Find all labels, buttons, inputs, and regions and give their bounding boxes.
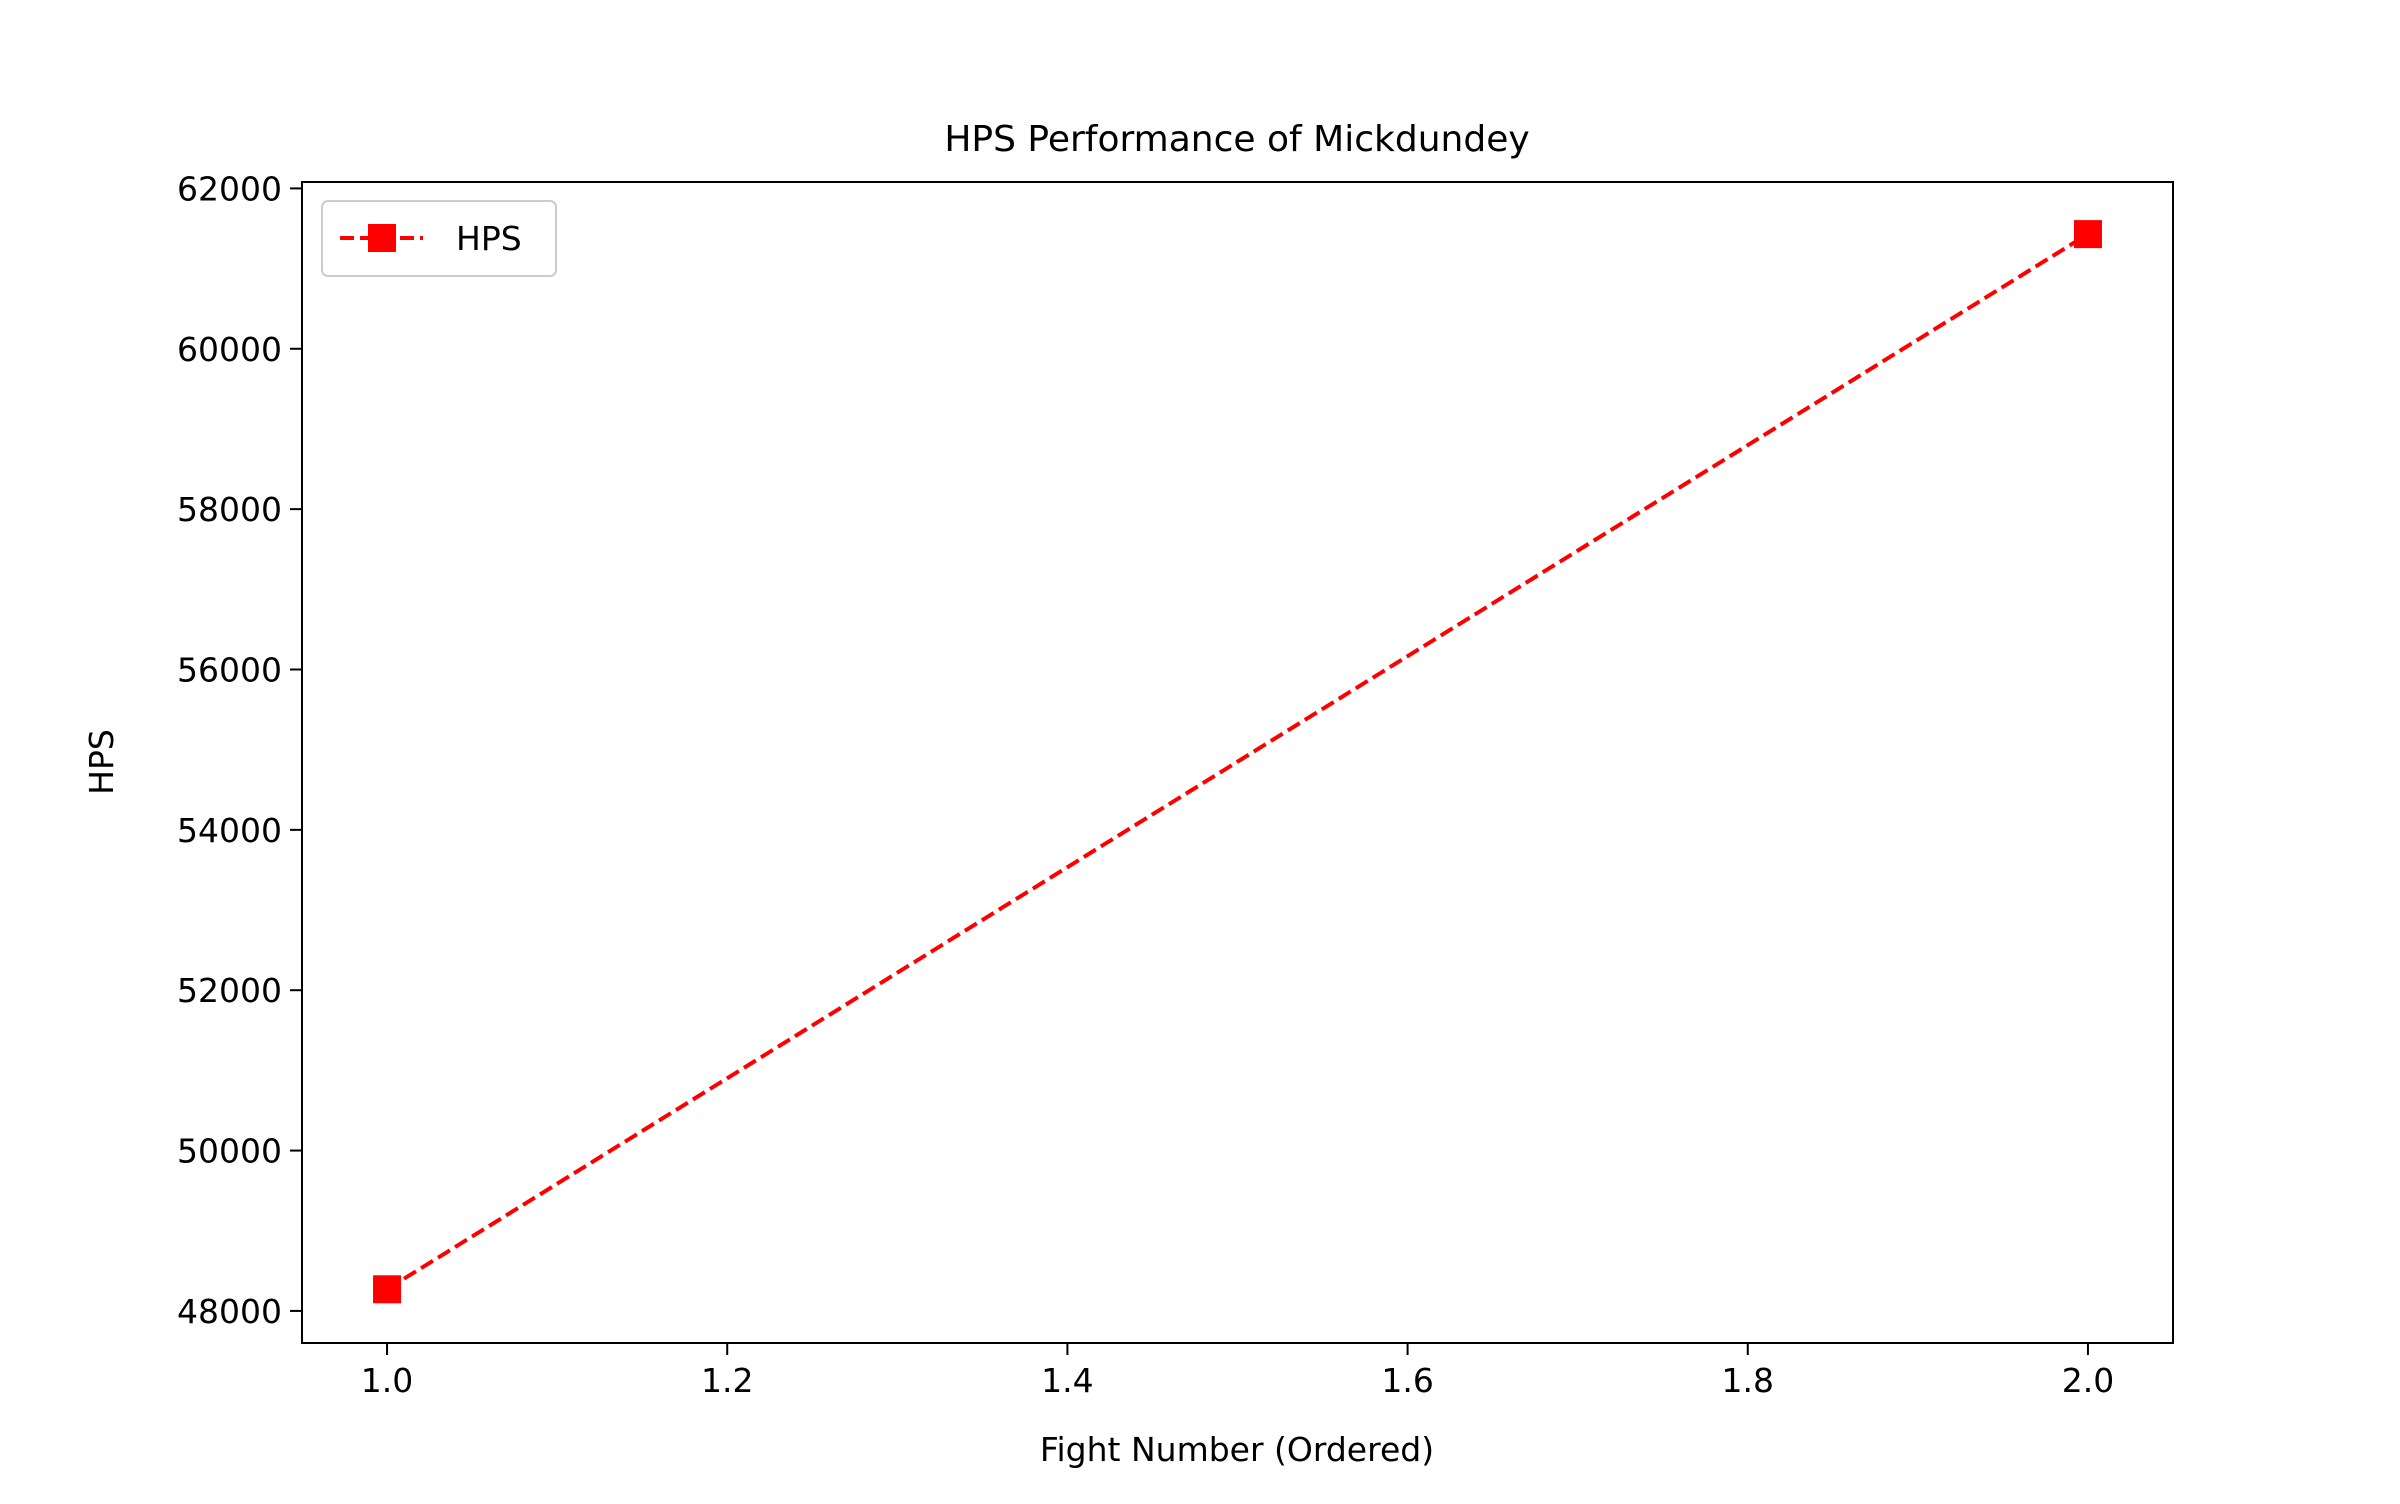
y-tick-label: 60000	[177, 330, 282, 369]
y-tick-label: 50000	[177, 1132, 282, 1171]
x-tick-label: 2.0	[2062, 1361, 2114, 1400]
plot-frame	[301, 181, 2174, 1344]
x-axis-ticks: 1.0 1.2 1.4 1.6 1.8 2.0	[361, 1343, 2114, 1400]
legend: HPS	[321, 200, 557, 277]
x-tick-label: 1.8	[1722, 1361, 1774, 1400]
y-axis-label: HPS	[82, 729, 121, 795]
data-point-hps	[2073, 220, 2102, 249]
legend-label-hps: HPS	[456, 219, 522, 258]
x-tick-label: 1.0	[361, 1361, 413, 1400]
x-axis-label: Fight Number (Ordered)	[1040, 1430, 1434, 1469]
series-line-hps	[385, 232, 2090, 1291]
y-tick-label: 54000	[177, 811, 282, 850]
plot-series	[373, 220, 2102, 1304]
x-tick-label: 1.6	[1381, 1361, 1433, 1400]
data-point-hps	[373, 1275, 402, 1304]
x-tick-label: 1.4	[1041, 1361, 1093, 1400]
y-tick-label: 62000	[177, 169, 282, 208]
y-tick-label: 48000	[177, 1292, 282, 1331]
x-tick-label: 1.2	[701, 1361, 753, 1400]
y-tick-label: 52000	[177, 971, 282, 1010]
y-axis-ticks: 48000 50000 52000 54000 56000 58000 60000 62000	[177, 169, 302, 1331]
y-tick-label: 56000	[177, 650, 282, 689]
chart-title: HPS Performance of Mickdundey	[944, 119, 1529, 160]
legend-box	[321, 200, 557, 277]
legend-marker-sample	[368, 224, 396, 252]
y-tick-label: 58000	[177, 490, 282, 529]
